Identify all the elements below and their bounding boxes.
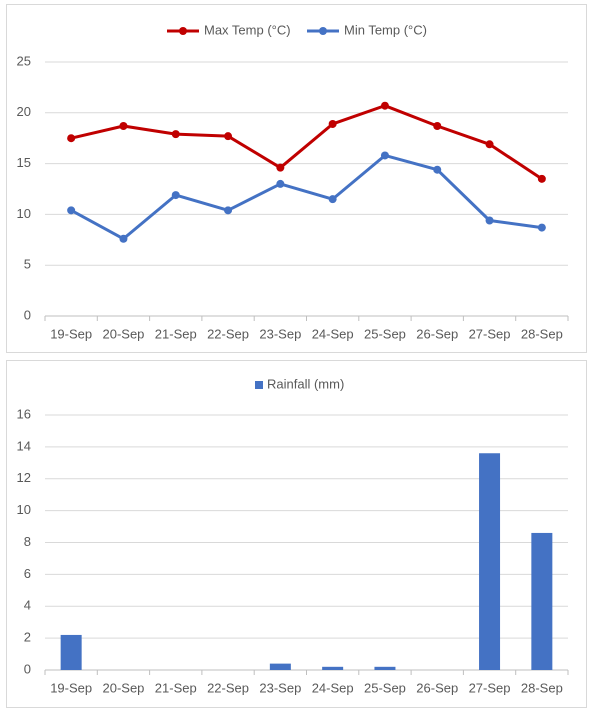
y-tick-label: 8 — [24, 534, 31, 549]
bar — [60, 634, 82, 670]
data-point — [433, 165, 442, 174]
bar — [269, 663, 291, 670]
x-tick-label: 25-Sep — [364, 326, 406, 341]
bar — [479, 453, 501, 670]
x-tick-label: 28-Sep — [521, 680, 563, 695]
y-tick-label: 25 — [17, 53, 31, 68]
legend-marker — [319, 27, 327, 35]
x-tick-label: 26-Sep — [416, 680, 458, 695]
data-point — [67, 134, 76, 143]
data-point — [119, 122, 128, 131]
x-tick-label: 20-Sep — [102, 680, 144, 695]
y-tick-label: 20 — [17, 104, 31, 119]
data-point — [171, 191, 180, 200]
data-point — [537, 174, 546, 183]
data-point — [171, 130, 180, 139]
data-point — [224, 132, 233, 141]
bar — [322, 666, 344, 670]
legend-label: Rainfall (mm) — [267, 376, 344, 391]
y-tick-label: 16 — [17, 406, 31, 421]
series-line — [69, 153, 544, 241]
x-tick-label: 21-Sep — [155, 680, 197, 695]
data-point — [328, 119, 337, 128]
x-tick-label: 22-Sep — [207, 326, 249, 341]
x-tick-label: 20-Sep — [102, 326, 144, 341]
x-tick-label: 24-Sep — [312, 680, 354, 695]
legend-marker — [179, 27, 187, 35]
y-tick-label: 0 — [24, 661, 31, 676]
temperature-chart-panel: 0 5 10 15 20 25 19-Sep 20-Sep 21-Sep 22-Sep 23-Sep… — [6, 4, 587, 353]
data-point — [537, 223, 546, 232]
x-tick-label: 27-Sep — [469, 680, 511, 695]
x-tick-label: 23-Sep — [259, 326, 301, 341]
y-tick-label: 15 — [17, 155, 31, 170]
x-tick-label: 21-Sep — [155, 326, 197, 341]
legend-swatch — [255, 381, 263, 389]
series-line — [69, 104, 544, 181]
data-point — [485, 140, 494, 149]
x-tick-label: 27-Sep — [469, 326, 511, 341]
data-point — [67, 206, 76, 215]
y-tick-label: 5 — [24, 257, 31, 272]
data-point — [380, 151, 389, 160]
data-point — [276, 163, 285, 172]
legend-label: Max Temp (°C) — [204, 22, 291, 37]
bar — [531, 532, 553, 670]
data-point — [328, 195, 337, 204]
y-tick-label: 10 — [17, 502, 31, 517]
x-tick-label: 24-Sep — [312, 326, 354, 341]
rainfall-chart: 0 2 4 6 8 10 12 14 16 19-Sep 20-Sep 21-Sep 22-Sep 23-… — [17, 376, 569, 695]
x-tick-label: 23-Sep — [259, 680, 301, 695]
data-point — [224, 206, 233, 215]
data-point — [380, 101, 389, 110]
bar — [374, 666, 396, 670]
x-tick-label: 19-Sep — [50, 326, 92, 341]
y-tick-label: 10 — [17, 206, 31, 221]
legend-label: Min Temp (°C) — [344, 22, 427, 37]
x-tick-label: 25-Sep — [364, 680, 406, 695]
y-tick-label: 14 — [17, 438, 31, 453]
x-tick-label: 26-Sep — [416, 326, 458, 341]
temperature-chart: 0 5 10 15 20 25 19-Sep 20-Sep 21-Sep 22-Sep 23-Sep… — [17, 22, 569, 341]
y-tick-label: 6 — [24, 566, 31, 581]
data-point — [119, 234, 128, 243]
y-tick-label: 12 — [17, 470, 31, 485]
y-tick-label: 4 — [24, 598, 31, 613]
x-tick-label: 19-Sep — [50, 680, 92, 695]
x-tick-label: 28-Sep — [521, 326, 563, 341]
rainfall-chart-panel: 0 2 4 6 8 10 12 14 16 19-Sep 20-Sep 21-Sep 22-Sep 23-… — [6, 360, 587, 708]
y-tick-label: 0 — [24, 307, 31, 322]
data-point — [433, 122, 442, 131]
y-tick-label: 2 — [24, 630, 31, 645]
data-point — [485, 216, 494, 225]
x-tick-label: 22-Sep — [207, 680, 249, 695]
data-point — [276, 179, 285, 188]
